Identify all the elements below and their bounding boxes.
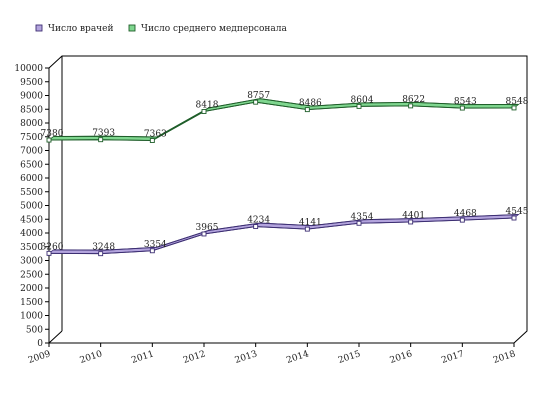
x-tick-label: 2018 (492, 349, 517, 366)
series-1-point (253, 224, 259, 230)
data-labels-layer: 3260 3248 3354 3965 4234 4141 4354 4401 4468 4545… (41, 91, 529, 252)
plot-back-wall (48, 55, 528, 344)
y-tick-label: 7500 (20, 133, 43, 143)
y-axis: 0 500 1000 1500 2000 2500 3000 3500 4000 4500 5000… (14, 64, 49, 349)
series-1-point (46, 250, 52, 256)
x-tick-label: 2011 (130, 349, 155, 366)
y-tick-label: 4500 (20, 215, 43, 225)
y-tick-label: 2500 (20, 270, 43, 280)
x-tick-label: 2015 (337, 349, 362, 366)
series-2-data-label: 8548 (506, 97, 529, 107)
y-tick-label: 6000 (20, 174, 43, 184)
y-tick-label: 1500 (20, 298, 43, 308)
series-1-data-label: 3248 (92, 243, 115, 253)
series-2-data-label: 7363 (144, 130, 167, 140)
legend-label-1: Число врачей (48, 24, 113, 34)
y-tick-label: 8500 (20, 105, 43, 115)
series-1-top-line (53, 214, 519, 251)
series-1-point (304, 226, 310, 232)
series-2-point (304, 107, 310, 113)
series-2-point (98, 137, 104, 143)
y-tick-label: 500 (26, 325, 43, 335)
series-2-point (46, 137, 52, 143)
series-1-point (356, 220, 362, 226)
series-2-point (356, 103, 362, 109)
series-2-point (201, 109, 207, 114)
series-2-data-label: 7380 (41, 129, 64, 139)
legend: Число врачей Число среднего медперсонала (35, 24, 287, 34)
series-1-point (201, 231, 207, 237)
x-tick-label: 2016 (389, 349, 414, 366)
x-tick-label: 2014 (285, 349, 310, 366)
series-2-data-label: 8486 (299, 99, 322, 109)
series-1-data-label: 4545 (506, 207, 529, 217)
series-2-point (408, 103, 414, 109)
series-2-line (48, 101, 515, 142)
y-tick-label: 2000 (20, 284, 43, 294)
series-2-point (511, 105, 517, 111)
y-tick-label: 9500 (20, 78, 43, 88)
series-2-data-label: 8757 (247, 91, 270, 101)
series-2-point (149, 138, 155, 143)
y-tick-label: 5500 (20, 188, 43, 198)
y-tick-label: 1000 (20, 312, 43, 322)
series-2-data-label: 8604 (351, 95, 374, 105)
series-1-data-label: 4234 (247, 216, 270, 226)
y-tick-label: 3500 (20, 243, 43, 253)
y-tick-label: 9000 (20, 92, 43, 102)
series-1-point (149, 248, 155, 254)
y-tick-label: 10000 (14, 64, 43, 74)
series-1-data-label: 3260 (41, 242, 64, 252)
series-1-point (408, 219, 414, 225)
series-2-data-label: 7393 (92, 129, 115, 139)
y-tick-label: 8000 (20, 119, 43, 129)
series-layer (46, 98, 520, 257)
series-1-data-label: 4401 (402, 211, 425, 221)
series-1-data-label: 3354 (144, 240, 167, 250)
legend-swatch-2 (128, 24, 136, 32)
series-2-top-line (53, 98, 519, 138)
legend-label-2: Число среднего медперсонала (141, 24, 287, 34)
series-2-data-label: 8543 (454, 97, 477, 107)
y-tick-label: 4000 (20, 229, 43, 239)
axis-front (48, 68, 514, 344)
x-tick-label: 2017 (440, 349, 465, 366)
series-1-data-label: 3965 (196, 223, 219, 233)
series-1-point (459, 217, 465, 223)
series-1-line (48, 217, 515, 255)
series-1-point (98, 251, 104, 257)
y-tick-label: 5000 (20, 202, 43, 212)
x-tick-label: 2009 (27, 349, 52, 366)
series-1-point (511, 215, 517, 221)
series-1-data-label: 4141 (299, 218, 322, 228)
y-tick-label: 0 (37, 339, 43, 349)
series-1-data-label: 4354 (351, 212, 374, 222)
plot-floor-edge (48, 330, 63, 344)
x-axis: 2009 2010 2011 2012 2013 2014 2015 2016 2017 2018 (27, 343, 517, 366)
x-tick-label: 2013 (234, 349, 259, 366)
series-2-data-label: 8418 (196, 101, 219, 111)
y-tick-label: 7000 (20, 147, 43, 157)
series-2-data-label: 8622 (402, 95, 425, 105)
series-2-ribbon (47, 98, 520, 141)
series-2-point (253, 99, 259, 105)
series-1-data-label: 4468 (454, 209, 477, 219)
series-2-point (459, 105, 465, 111)
legend-swatch-1 (35, 24, 43, 32)
x-tick-label: 2010 (79, 349, 104, 366)
y-tick-label: 3000 (20, 257, 43, 267)
x-tick-label: 2012 (182, 349, 207, 366)
y-tick-label: 6500 (20, 160, 43, 170)
